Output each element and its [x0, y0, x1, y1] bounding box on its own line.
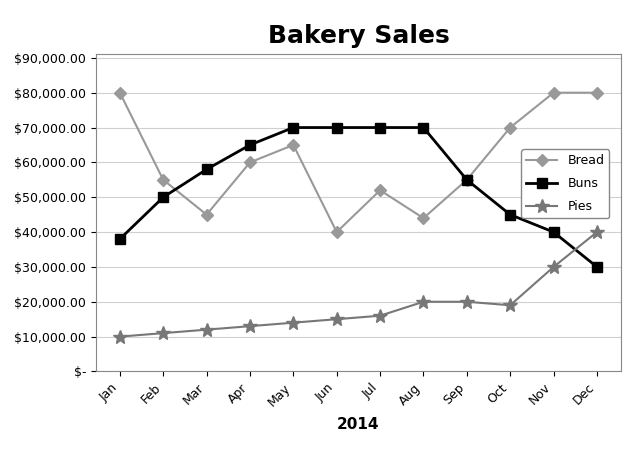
Bread: [376, 188, 384, 193]
Bread: [506, 125, 514, 130]
Pies: [506, 303, 514, 308]
Legend: Bread, Buns, Pies: Bread, Buns, Pies: [521, 149, 609, 218]
Bread: [159, 177, 167, 183]
Buns: [463, 177, 470, 183]
Pies: [376, 313, 384, 318]
Bread: [550, 90, 557, 96]
Bread: [246, 159, 254, 165]
Buns: [376, 125, 384, 130]
Buns: [116, 236, 124, 242]
Line: Buns: Buns: [115, 123, 602, 272]
Title: Bakery Sales: Bakery Sales: [268, 24, 449, 48]
Buns: [593, 264, 601, 270]
Bread: [116, 90, 124, 96]
Pies: [593, 229, 601, 235]
Line: Bread: Bread: [116, 88, 601, 236]
Pies: [116, 334, 124, 339]
Buns: [246, 142, 254, 148]
Buns: [550, 229, 557, 235]
Pies: [289, 320, 297, 325]
Pies: [246, 323, 254, 329]
Bread: [593, 90, 601, 96]
Pies: [203, 327, 211, 333]
Bread: [203, 212, 211, 217]
Pies: [550, 264, 557, 270]
Buns: [289, 125, 297, 130]
X-axis label: 2014: 2014: [337, 417, 380, 432]
Pies: [420, 299, 428, 304]
Pies: [463, 299, 470, 304]
Buns: [159, 194, 167, 200]
Line: Pies: Pies: [113, 225, 604, 343]
Pies: [159, 330, 167, 336]
Bread: [333, 229, 340, 235]
Buns: [506, 212, 514, 217]
Bread: [289, 142, 297, 148]
Bread: [463, 177, 470, 183]
Bread: [420, 216, 428, 221]
Buns: [203, 167, 211, 172]
Buns: [420, 125, 428, 130]
Pies: [333, 317, 340, 322]
Buns: [333, 125, 340, 130]
